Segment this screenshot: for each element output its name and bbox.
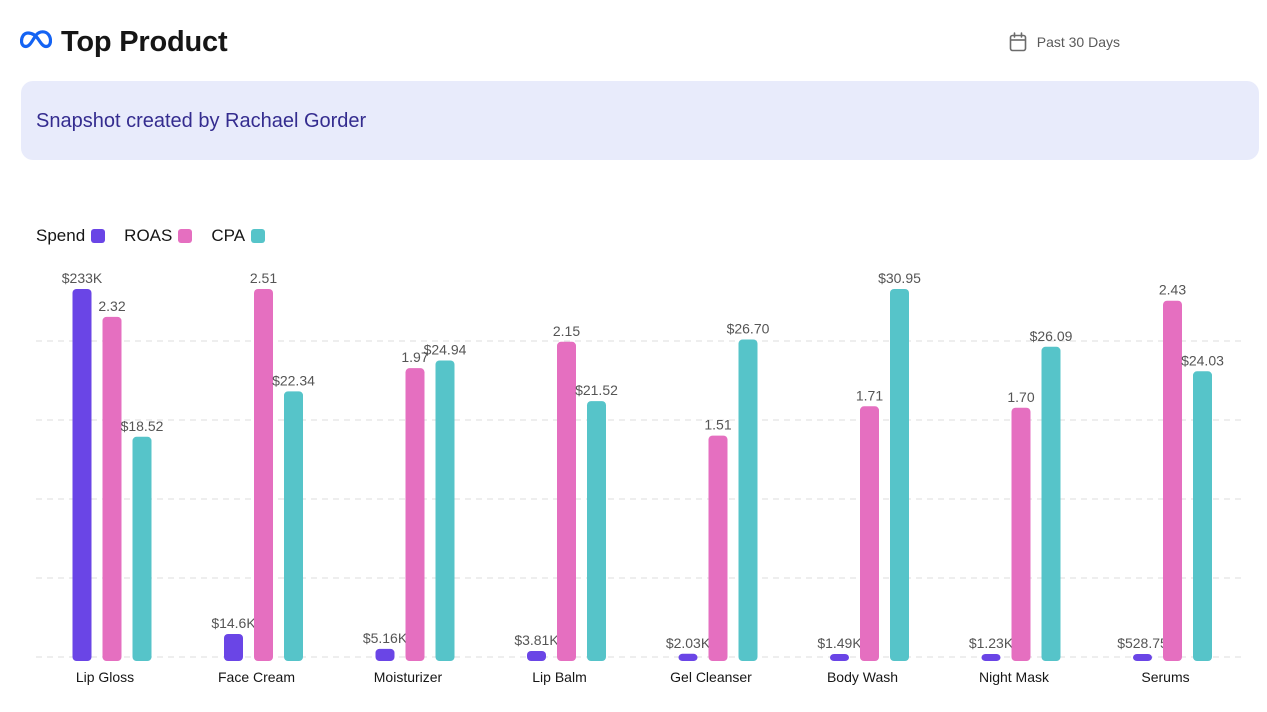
bar-spend-gel-cleanser[interactable] bbox=[678, 653, 698, 661]
legend-item-cpa[interactable]: CPA bbox=[211, 225, 266, 247]
value-label-spend-body-wash: $1.49K bbox=[817, 635, 862, 651]
x-tick-label-gel-cleanser: Gel Cleanser bbox=[670, 669, 752, 685]
bar-spend-moisturizer[interactable] bbox=[375, 648, 395, 661]
value-label-spend-face-cream: $14.6K bbox=[211, 615, 256, 631]
value-label-roas-face-cream: 2.51 bbox=[250, 270, 277, 286]
value-label-cpa-lip-gloss: $18.52 bbox=[121, 418, 164, 434]
value-label-spend-lip-gloss: $233K bbox=[62, 270, 103, 286]
x-tick-label-serums: Serums bbox=[1141, 669, 1189, 685]
bar-roas-gel-cleanser[interactable] bbox=[708, 435, 728, 661]
bar-cpa-face-cream[interactable] bbox=[284, 391, 303, 661]
value-label-cpa-night-mask: $26.09 bbox=[1030, 328, 1073, 344]
x-tick-label-moisturizer: Moisturizer bbox=[374, 669, 443, 685]
snapshot-banner: Snapshot created by Rachael Gorder bbox=[21, 81, 1259, 160]
bar-cpa-moisturizer[interactable] bbox=[435, 360, 455, 661]
x-tick-label-face-cream: Face Cream bbox=[218, 669, 295, 685]
legend-item-spend[interactable]: Spend bbox=[36, 225, 106, 247]
meta-logo-icon bbox=[20, 30, 52, 49]
snapshot-text: Snapshot created by Rachael Gorder bbox=[36, 110, 367, 132]
bar-cpa-serums[interactable] bbox=[1193, 371, 1212, 661]
chart-legend: Spend ROAS CPA bbox=[36, 225, 284, 247]
value-label-cpa-body-wash: $30.95 bbox=[878, 270, 921, 286]
legend-label-roas: ROAS bbox=[124, 226, 173, 245]
bar-cpa-body-wash[interactable] bbox=[890, 289, 909, 661]
x-tick-label-body-wash: Body Wash bbox=[827, 669, 898, 685]
bar-cpa-lip-balm[interactable] bbox=[587, 401, 606, 661]
bar-roas-face-cream[interactable] bbox=[254, 289, 273, 661]
bar-roas-body-wash[interactable] bbox=[860, 406, 879, 661]
bar-spend-night-mask[interactable] bbox=[981, 654, 1001, 661]
date-range-label: Past 30 Days bbox=[1036, 34, 1120, 50]
value-label-cpa-serums: $24.03 bbox=[1181, 352, 1224, 368]
value-label-roas-lip-gloss: 2.32 bbox=[98, 298, 125, 314]
value-label-roas-body-wash: 1.71 bbox=[856, 387, 883, 403]
value-label-cpa-lip-balm: $21.52 bbox=[575, 382, 618, 398]
calendar-icon bbox=[1009, 32, 1027, 52]
value-label-roas-lip-balm: 2.15 bbox=[553, 323, 580, 339]
bar-roas-moisturizer[interactable] bbox=[405, 368, 425, 661]
value-label-spend-gel-cleanser: $2.03K bbox=[666, 635, 711, 651]
bar-spend-serums[interactable] bbox=[1133, 654, 1152, 661]
value-label-roas-serums: 2.43 bbox=[1159, 282, 1186, 298]
bar-spend-face-cream[interactable] bbox=[224, 633, 243, 661]
bar-roas-lip-gloss[interactable] bbox=[102, 316, 122, 661]
bar-roas-serums[interactable] bbox=[1163, 300, 1182, 661]
bar-spend-body-wash[interactable] bbox=[830, 654, 849, 661]
legend-label-cpa: CPA bbox=[211, 226, 246, 245]
value-label-cpa-moisturizer: $24.94 bbox=[424, 341, 467, 357]
legend-item-roas[interactable]: ROAS bbox=[124, 225, 193, 247]
value-label-roas-moisturizer: 1.97 bbox=[401, 349, 428, 365]
value-label-roas-night-mask: 1.70 bbox=[1007, 389, 1034, 405]
bar-cpa-night-mask[interactable] bbox=[1041, 346, 1061, 661]
bar-cpa-lip-gloss[interactable] bbox=[132, 436, 152, 661]
value-label-spend-night-mask: $1.23K bbox=[969, 635, 1014, 651]
page-title: Top Product bbox=[61, 26, 228, 58]
bar-roas-night-mask[interactable] bbox=[1011, 407, 1031, 661]
date-range-selector[interactable]: Past 30 Days bbox=[1009, 32, 1120, 52]
x-tick-label-night-mask: Night Mask bbox=[979, 669, 1050, 685]
legend-swatch-spend bbox=[91, 229, 106, 243]
value-label-spend-moisturizer: $5.16K bbox=[363, 630, 408, 646]
page-header: Top Product Past 30 Days bbox=[20, 24, 1247, 64]
x-tick-label-lip-gloss: Lip Gloss bbox=[76, 669, 134, 685]
legend-swatch-cpa bbox=[251, 229, 266, 243]
bar-spend-lip-balm[interactable] bbox=[527, 650, 546, 661]
value-label-cpa-gel-cleanser: $26.70 bbox=[727, 321, 770, 337]
value-label-cpa-face-cream: $22.34 bbox=[272, 372, 315, 388]
legend-label-spend: Spend bbox=[36, 226, 86, 245]
value-label-spend-serums: $528.75 bbox=[1117, 635, 1168, 651]
bar-spend-lip-gloss[interactable] bbox=[72, 289, 92, 661]
value-label-roas-gel-cleanser: 1.51 bbox=[704, 417, 731, 433]
bar-cpa-gel-cleanser[interactable] bbox=[738, 339, 758, 661]
x-tick-label-lip-balm: Lip Balm bbox=[532, 669, 586, 685]
value-label-spend-lip-balm: $3.81K bbox=[514, 632, 559, 648]
bar-roas-lip-balm[interactable] bbox=[557, 341, 576, 661]
legend-swatch-roas bbox=[178, 229, 193, 243]
